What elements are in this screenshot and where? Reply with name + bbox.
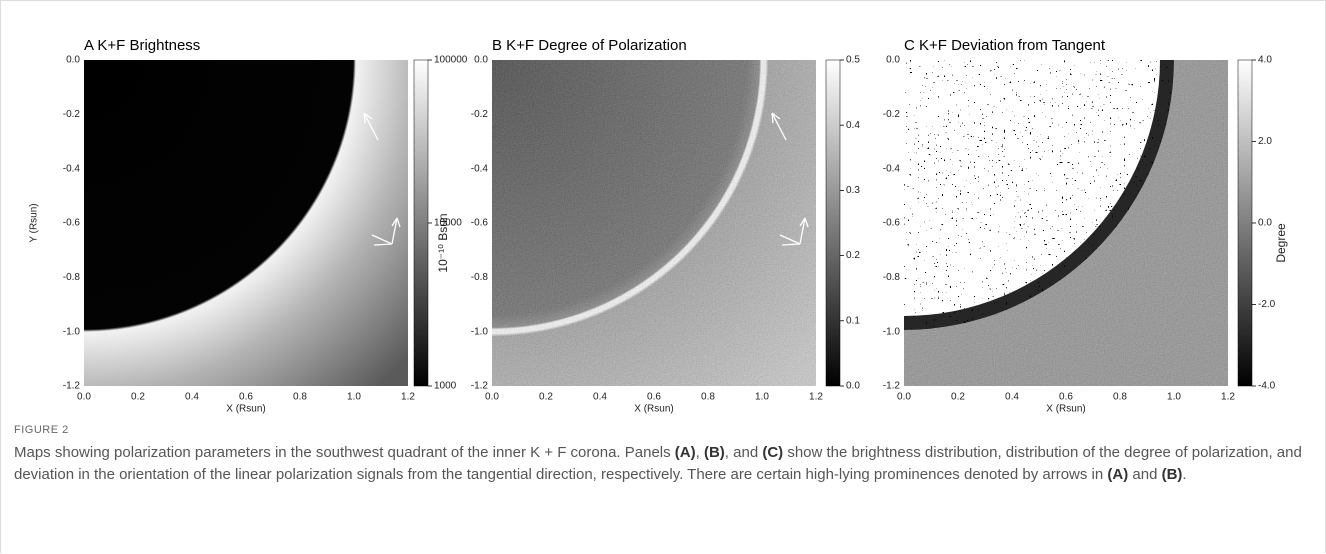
colorbar-tick-label: 100000	[434, 55, 468, 66]
y-tick-label: -0.8	[883, 272, 901, 283]
colorbar-tick-label: 0.0	[846, 381, 860, 392]
colorbar-tick-label: 1000	[434, 381, 457, 392]
panel-title: B K+F Degree of Polarization	[492, 37, 687, 54]
y-tick-label: -0.4	[883, 163, 901, 174]
y-tick-label: -0.6	[471, 218, 489, 229]
colorbar-tick-label: 0.0	[1258, 218, 1272, 229]
panel-ref: (B)	[1161, 466, 1183, 483]
y-tick-label: -1.2	[63, 381, 81, 392]
colorbar-tick-label: 0.5	[846, 55, 860, 66]
caption-text: .	[1182, 466, 1187, 483]
x-tick-label: 0.0	[77, 392, 91, 403]
y-tick-label: 0.0	[886, 55, 900, 66]
panel-ref: (A)	[674, 444, 696, 461]
colorbar	[825, 59, 841, 387]
y-tick-label: -0.4	[471, 163, 489, 174]
y-axis-label: Y (Rsun)	[29, 203, 40, 242]
panel-title: A K+F Brightness	[84, 37, 200, 54]
colorbar	[1237, 59, 1253, 387]
x-tick-label: 0.2	[131, 392, 145, 403]
map-b	[492, 60, 816, 386]
y-tick-label: -1.0	[883, 326, 901, 337]
x-tick-label: 0.0	[897, 392, 911, 403]
x-axis-label: X (Rsun)	[1046, 404, 1085, 415]
x-tick-label: 1.2	[809, 392, 823, 403]
colorbar-tick-label: 2.0	[1258, 136, 1272, 147]
x-axis-label: X (Rsun)	[634, 404, 673, 415]
x-tick-label: 0.6	[1059, 392, 1073, 403]
y-tick-label: -0.2	[471, 109, 489, 120]
panel-ref: (B)	[703, 444, 725, 461]
y-tick-label: -0.4	[63, 163, 81, 174]
caption: Maps showing polarization parameters in …	[14, 442, 1314, 486]
y-tick-label: -0.6	[883, 218, 901, 229]
caption-label: FIGURE 2	[14, 424, 69, 436]
colorbar	[413, 59, 429, 387]
colorbar-tick-label: 0.2	[846, 250, 860, 261]
caption-text: Maps showing polarization parameters in …	[14, 444, 675, 461]
x-tick-label: 0.4	[1005, 392, 1019, 403]
y-tick-label: -1.2	[471, 381, 489, 392]
x-tick-label: 0.8	[293, 392, 307, 403]
x-tick-label: 0.2	[539, 392, 553, 403]
x-tick-label: 1.0	[347, 392, 361, 403]
x-tick-label: 0.2	[951, 392, 965, 403]
x-tick-label: 0.6	[647, 392, 661, 403]
caption-text: show the brightness distribution, distri…	[14, 444, 1302, 483]
x-tick-label: 0.8	[701, 392, 715, 403]
colorbar-tick-label: 0.1	[846, 315, 860, 326]
x-tick-label: 0.6	[239, 392, 253, 403]
caption-text: and	[1128, 466, 1162, 483]
caption-text: ,	[695, 444, 704, 461]
colorbar-tick-label: -4.0	[1258, 381, 1276, 392]
x-tick-label: 1.0	[755, 392, 769, 403]
x-tick-label: 0.8	[1113, 392, 1127, 403]
y-tick-label: -1.2	[883, 381, 901, 392]
panel-ref: (C)	[762, 444, 784, 461]
y-tick-label: -0.6	[63, 218, 81, 229]
caption-text: , and	[724, 444, 763, 461]
x-tick-label: 0.4	[593, 392, 607, 403]
y-tick-label: -0.8	[471, 272, 489, 283]
colorbar-tick-label: 0.3	[846, 185, 860, 196]
x-tick-label: 0.4	[185, 392, 199, 403]
colorbar-label: Degree	[1274, 223, 1288, 263]
panel-title: C K+F Deviation from Tangent	[904, 37, 1106, 54]
y-tick-label: -1.0	[63, 326, 81, 337]
figure: A K+F Brightness 0.0 0.2 0.4 0.6 0.8 1.0 1.2 0.0…	[29, 37, 1289, 415]
colorbar-label: 10⁻¹⁰ Bsun	[436, 213, 450, 272]
colorbar-tick-label: 4.0	[1258, 55, 1272, 66]
colorbar-tick-label: 10000	[434, 218, 462, 229]
colorbar-tick-label: -2.0	[1258, 299, 1276, 310]
y-tick-label: 0.0	[474, 55, 488, 66]
panel-ref: (A)	[1107, 466, 1129, 483]
y-tick-label: -1.0	[471, 326, 489, 337]
y-tick-label: -0.2	[883, 109, 901, 120]
y-tick-label: 0.0	[66, 55, 80, 66]
x-axis-label: X (Rsun)	[226, 404, 265, 415]
x-tick-label: 1.0	[1167, 392, 1181, 403]
colorbar-tick-label: 0.4	[846, 120, 860, 131]
x-tick-label: 1.2	[1221, 392, 1235, 403]
map-a	[84, 60, 408, 386]
map-c	[904, 60, 1228, 386]
x-tick-label: 0.0	[485, 392, 499, 403]
x-tick-label: 1.2	[401, 392, 415, 403]
y-tick-label: -0.2	[63, 109, 81, 120]
y-tick-label: -0.8	[63, 272, 81, 283]
